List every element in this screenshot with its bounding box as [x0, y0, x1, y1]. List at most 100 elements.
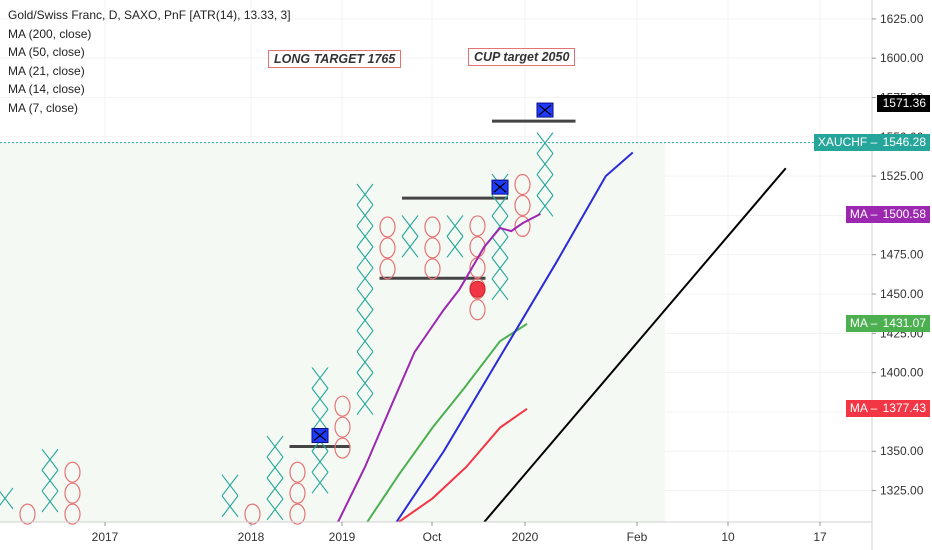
y-tick-label: 1450.00	[880, 287, 924, 301]
y-tick-labels: 1325.001350.001375.001400.001425.001450.…	[872, 12, 924, 498]
x-box	[41, 448, 59, 471]
y-tick-label: 1325.00	[880, 484, 924, 498]
o-box	[244, 503, 261, 525]
o-box	[19, 503, 36, 525]
o-box	[424, 216, 441, 238]
o-box	[334, 437, 351, 459]
price-tag-value: 1500.58	[882, 206, 926, 221]
x-box	[356, 204, 374, 227]
x-box	[491, 257, 509, 280]
o-box	[289, 503, 306, 525]
y-tick-label: 1350.00	[880, 444, 924, 458]
x-tick-label: 2020	[512, 530, 539, 544]
x-box	[536, 153, 554, 175]
x-box	[536, 195, 554, 217]
x-box	[311, 471, 329, 494]
x-tick-label: Feb	[627, 530, 648, 544]
x-box	[0, 487, 14, 506]
x-box	[266, 456, 284, 479]
pnf-columns	[0, 132, 554, 525]
x-box	[356, 225, 374, 248]
x-box	[356, 183, 374, 206]
indicator-ma-7[interactable]: MA (7, close)	[8, 100, 79, 115]
x-box	[221, 495, 239, 518]
x-box	[536, 132, 554, 154]
price-tag-label: MA	[849, 206, 868, 221]
o-box	[64, 482, 81, 504]
indicator-ma-200[interactable]: MA (200, close)	[8, 26, 92, 41]
x-box	[491, 278, 509, 301]
x-box	[356, 246, 374, 269]
o-box	[334, 416, 351, 438]
x-box	[356, 309, 374, 332]
price-tag-3: MA – 1431.07	[845, 315, 930, 333]
x-box	[41, 490, 59, 513]
x-box	[311, 388, 329, 410]
o-box	[379, 216, 396, 238]
o-box	[64, 461, 81, 483]
chart-legend: Gold/Swiss Franc, D, SAXO, PnF [ATR(14),…	[8, 6, 291, 117]
x-box	[401, 236, 419, 258]
o-box	[334, 395, 351, 417]
indicator-ma-50[interactable]: MA (50, close)	[8, 45, 85, 59]
annotation-cup-target[interactable]: CUP target 2050	[468, 48, 576, 66]
x-box	[356, 288, 374, 311]
x-box	[446, 236, 464, 258]
x-box	[491, 194, 509, 217]
x-tick-label: 2019	[329, 530, 356, 544]
series-line-3	[395, 151, 634, 523]
series-line-1	[366, 323, 528, 523]
x-tick-label: 17	[813, 530, 827, 544]
price-tag-0: 1571.36	[876, 94, 930, 112]
x-box	[356, 393, 374, 415]
signal-box-x	[493, 181, 507, 193]
signal-box-x	[313, 430, 327, 441]
indicator-ma-21[interactable]: MA (21, close)	[8, 63, 85, 78]
x-box	[536, 174, 554, 196]
series-line-2	[398, 407, 528, 523]
signal-dot	[469, 280, 486, 298]
y-tick-label: 1525.00	[880, 169, 924, 183]
y-tick-label: 1625.00	[880, 12, 924, 26]
price-tag-value: 1571.36	[882, 95, 926, 110]
price-tag-label: MA	[849, 316, 868, 331]
price-tag-1: XAUCHF – 1546.28	[813, 134, 930, 152]
series-lines	[337, 151, 787, 523]
chart-title: Gold/Swiss Franc, D, SAXO, PnF [ATR(14),…	[8, 8, 291, 22]
x-box	[356, 372, 374, 394]
annotation-long-target[interactable]: LONG TARGET 1765	[268, 50, 402, 68]
x-box	[356, 351, 374, 373]
price-tag-4: MA – 1377.43	[845, 399, 930, 417]
o-box	[379, 258, 396, 280]
indicator-ma-14[interactable]: MA (14, close)	[8, 82, 85, 96]
x-box	[401, 215, 419, 237]
x-box	[356, 267, 374, 290]
o-box	[379, 237, 396, 259]
x-tick-label: 10	[721, 530, 735, 544]
x-box	[266, 435, 284, 458]
o-box	[289, 482, 306, 504]
x-tick-label: Oct	[423, 530, 442, 544]
x-box	[311, 450, 329, 473]
o-box	[469, 299, 486, 321]
price-tag-2: MA – 1500.58	[845, 205, 930, 223]
x-box	[266, 477, 284, 500]
x-box	[41, 469, 59, 492]
x-box	[311, 409, 329, 431]
series-line-0	[337, 212, 541, 523]
y-tick-label: 1400.00	[880, 366, 924, 380]
y-tick-label: 1600.00	[880, 51, 924, 65]
x-tick-label: 2018	[238, 530, 265, 544]
x-box	[356, 330, 374, 353]
price-tag-label: MA	[849, 400, 868, 415]
x-box	[491, 236, 509, 259]
o-box	[514, 173, 531, 196]
x-box	[311, 367, 329, 389]
o-box	[469, 215, 486, 237]
o-box	[514, 215, 531, 237]
o-box	[64, 503, 81, 525]
price-tag-value: 1546.28	[882, 135, 926, 150]
shaded-region	[0, 142, 665, 523]
price-tag-value: 1431.07	[882, 316, 926, 331]
y-tick-label: 1475.00	[880, 248, 924, 262]
